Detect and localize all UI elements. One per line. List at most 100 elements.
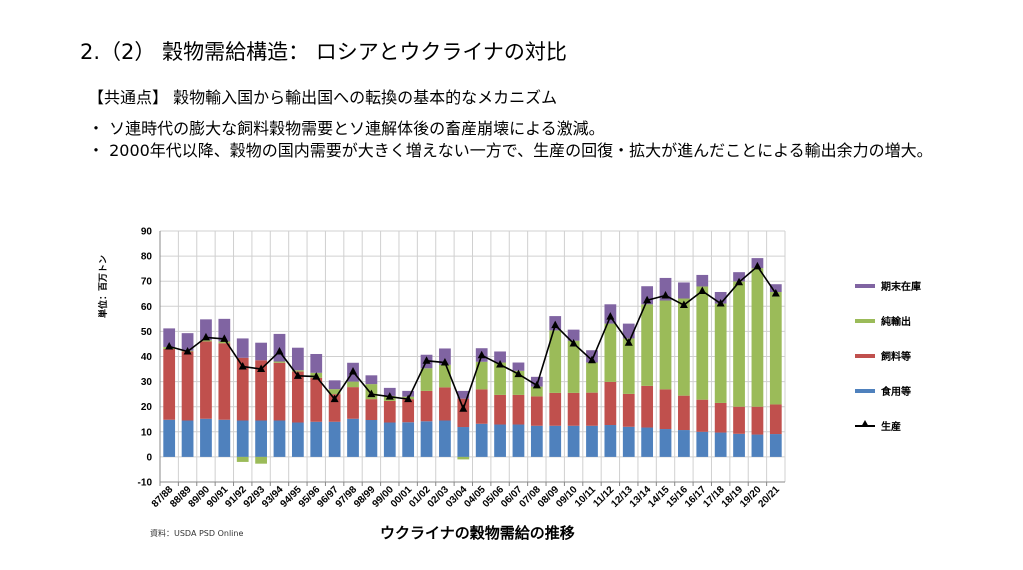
y-tick-label: 10 [141, 427, 153, 438]
bar-segment [678, 430, 690, 457]
production-marker [735, 277, 744, 286]
bar-segment [530, 425, 543, 457]
bullet-item: ・ ソ連時代の膨大な飼料穀物需要とソ連解体後の畜産崩壊による激減。 [88, 119, 605, 138]
production-marker [367, 389, 376, 398]
bar-segment [586, 425, 598, 457]
bar-segment [163, 328, 176, 347]
production-marker [385, 392, 394, 400]
production-marker [275, 346, 284, 355]
legend-label: 期末在庫 [881, 282, 921, 293]
production-marker [312, 372, 321, 380]
production-marker [257, 364, 266, 373]
bar-segment [347, 418, 359, 457]
bar-segment [494, 394, 506, 425]
production-marker [238, 362, 247, 370]
bar-segment [586, 392, 598, 426]
x-tick-label: 20/21 [756, 484, 782, 510]
bar-segment [622, 426, 635, 457]
bar-segment [641, 385, 654, 428]
bar-segment [494, 362, 506, 395]
bar-segment [733, 433, 745, 457]
y-tick-label: 0 [146, 452, 152, 463]
bar-segment [420, 421, 433, 457]
y-tick-label: 30 [141, 377, 153, 388]
bar-segment [494, 424, 506, 457]
bar-segment [200, 319, 212, 341]
legend-label: 生産 [881, 422, 901, 433]
bar-segment [291, 371, 304, 423]
bar-segment [457, 427, 470, 457]
bar-segment [512, 424, 525, 457]
bar-segment [512, 394, 525, 425]
y-tick-label: -10 [138, 478, 153, 489]
legend-swatch [855, 388, 875, 393]
bar-segment [714, 432, 727, 457]
bar-segment [328, 421, 341, 457]
bar-segment [200, 341, 212, 419]
y-tick-label: 40 [141, 352, 153, 363]
production-marker [643, 295, 652, 304]
production-marker [569, 338, 578, 347]
bar-segment [494, 351, 506, 363]
production-marker [201, 332, 210, 341]
production-marker [606, 312, 615, 320]
bar-segment [567, 425, 580, 457]
bar-segment [641, 286, 654, 305]
production-marker [661, 291, 670, 299]
bar-segment [402, 390, 415, 397]
legend-item-production: 生産 [855, 408, 921, 443]
bar-segment [310, 377, 323, 422]
bar-segment [383, 400, 396, 423]
bar-segment [273, 361, 286, 363]
bar-segment [659, 429, 672, 457]
bar-segment [291, 422, 304, 457]
chart-legend: 期末在庫 純輸出 飼料等 食用等 生産 [855, 268, 921, 443]
y-tick-label: 60 [141, 302, 153, 313]
production-marker [404, 394, 413, 403]
bullet-list: ・ ソ連時代の膨大な飼料穀物需要とソ連解体後の畜産崩壊による激減。 ・ 2000… [88, 118, 988, 162]
production-marker [459, 404, 468, 412]
y-tick-label: 50 [141, 327, 153, 338]
bar-segment [236, 338, 249, 358]
bar-segment [236, 357, 249, 421]
bar-segment [181, 420, 194, 457]
bar-segment [365, 399, 378, 421]
bar-segment [291, 370, 304, 372]
y-tick-label: 20 [141, 402, 153, 413]
production-marker [716, 299, 725, 307]
production-marker [422, 356, 431, 364]
bar-segment [769, 404, 782, 435]
bar-segment [604, 381, 617, 426]
bar-segment [181, 333, 194, 351]
bar-segment [530, 386, 543, 397]
production-marker [220, 334, 229, 342]
bar-segment [236, 456, 249, 462]
y-axis-label: 単位：百万トン [99, 254, 109, 318]
bar-segment [751, 406, 764, 435]
bar-segment [567, 392, 580, 426]
production-marker [532, 380, 541, 389]
bar-segment [328, 380, 341, 390]
legend-line-triangle-icon [855, 419, 875, 427]
bar-segment [181, 351, 194, 421]
production-marker [679, 300, 688, 309]
bar-segment [218, 419, 231, 457]
bar-segment [549, 392, 562, 426]
bar-segment [622, 323, 635, 339]
bar-segment [604, 323, 617, 382]
y-tick-label: 90 [141, 227, 153, 238]
bar-segment [714, 402, 727, 433]
bar-segment [678, 282, 690, 299]
production-marker [698, 286, 707, 294]
bar-segment [439, 364, 451, 388]
production-marker [496, 360, 505, 368]
bar-segment [383, 422, 396, 457]
production-marker [183, 346, 192, 355]
bar-segment [218, 343, 231, 420]
bar-segment [769, 284, 782, 292]
bar-segment [530, 396, 543, 426]
production-marker [587, 355, 596, 364]
bar-segment [218, 318, 231, 342]
source-note: 資料：USDA PSD Online [150, 529, 244, 538]
